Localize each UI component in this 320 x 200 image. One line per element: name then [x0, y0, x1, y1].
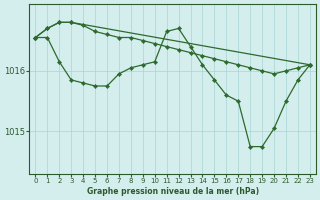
X-axis label: Graphe pression niveau de la mer (hPa): Graphe pression niveau de la mer (hPa): [87, 187, 259, 196]
